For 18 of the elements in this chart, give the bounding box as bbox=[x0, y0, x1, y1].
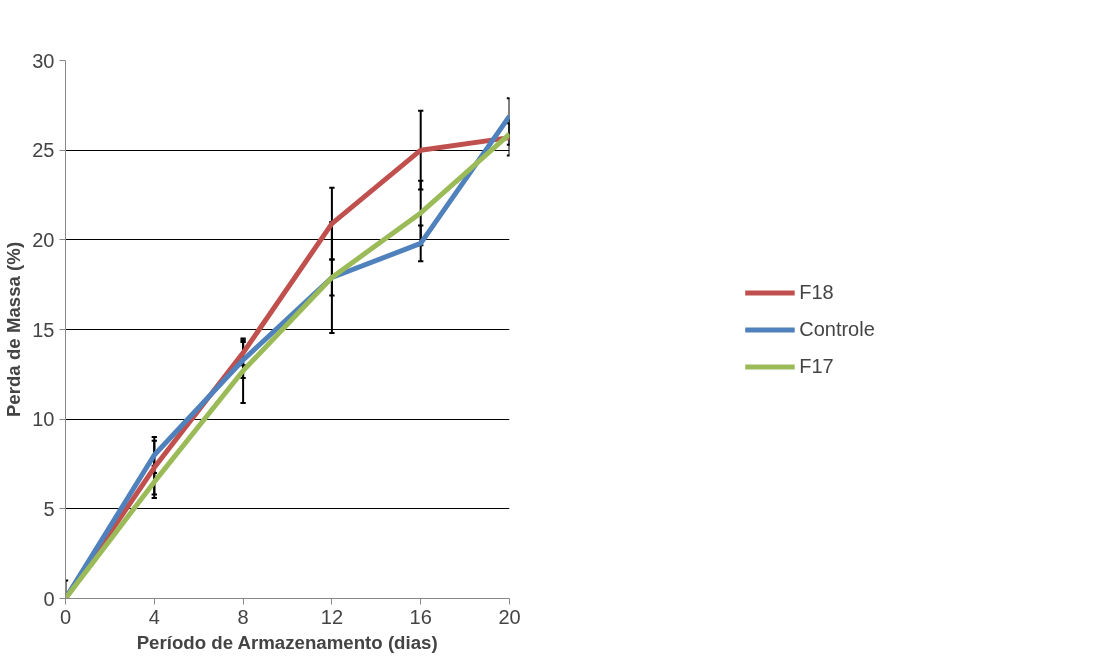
x-tick-label: 0 bbox=[59, 605, 72, 628]
y-axis-title: Perda de Massa (%) bbox=[3, 241, 25, 418]
x-axis-title: Período de Armazenamento (dias) bbox=[136, 631, 438, 653]
x-tick-label: 8 bbox=[237, 605, 249, 628]
y-tick-label: 10 bbox=[32, 408, 55, 431]
y-tick-label: 15 bbox=[32, 318, 55, 341]
y-tick-label: 20 bbox=[32, 228, 55, 251]
x-tick-label: 12 bbox=[320, 605, 344, 628]
legend-label: F17 bbox=[799, 354, 834, 378]
y-tick-label: 30 bbox=[32, 49, 55, 72]
legend-label: Controle bbox=[799, 317, 875, 341]
x-tick-label: 4 bbox=[148, 605, 160, 628]
y-tick-label: 0 bbox=[43, 587, 55, 610]
y-tick-label: 5 bbox=[43, 497, 55, 520]
y-tick-label: 25 bbox=[32, 139, 55, 162]
x-tick-label: 20 bbox=[498, 605, 521, 628]
legend-label: F18 bbox=[799, 280, 834, 304]
x-tick-label: 16 bbox=[409, 605, 432, 628]
